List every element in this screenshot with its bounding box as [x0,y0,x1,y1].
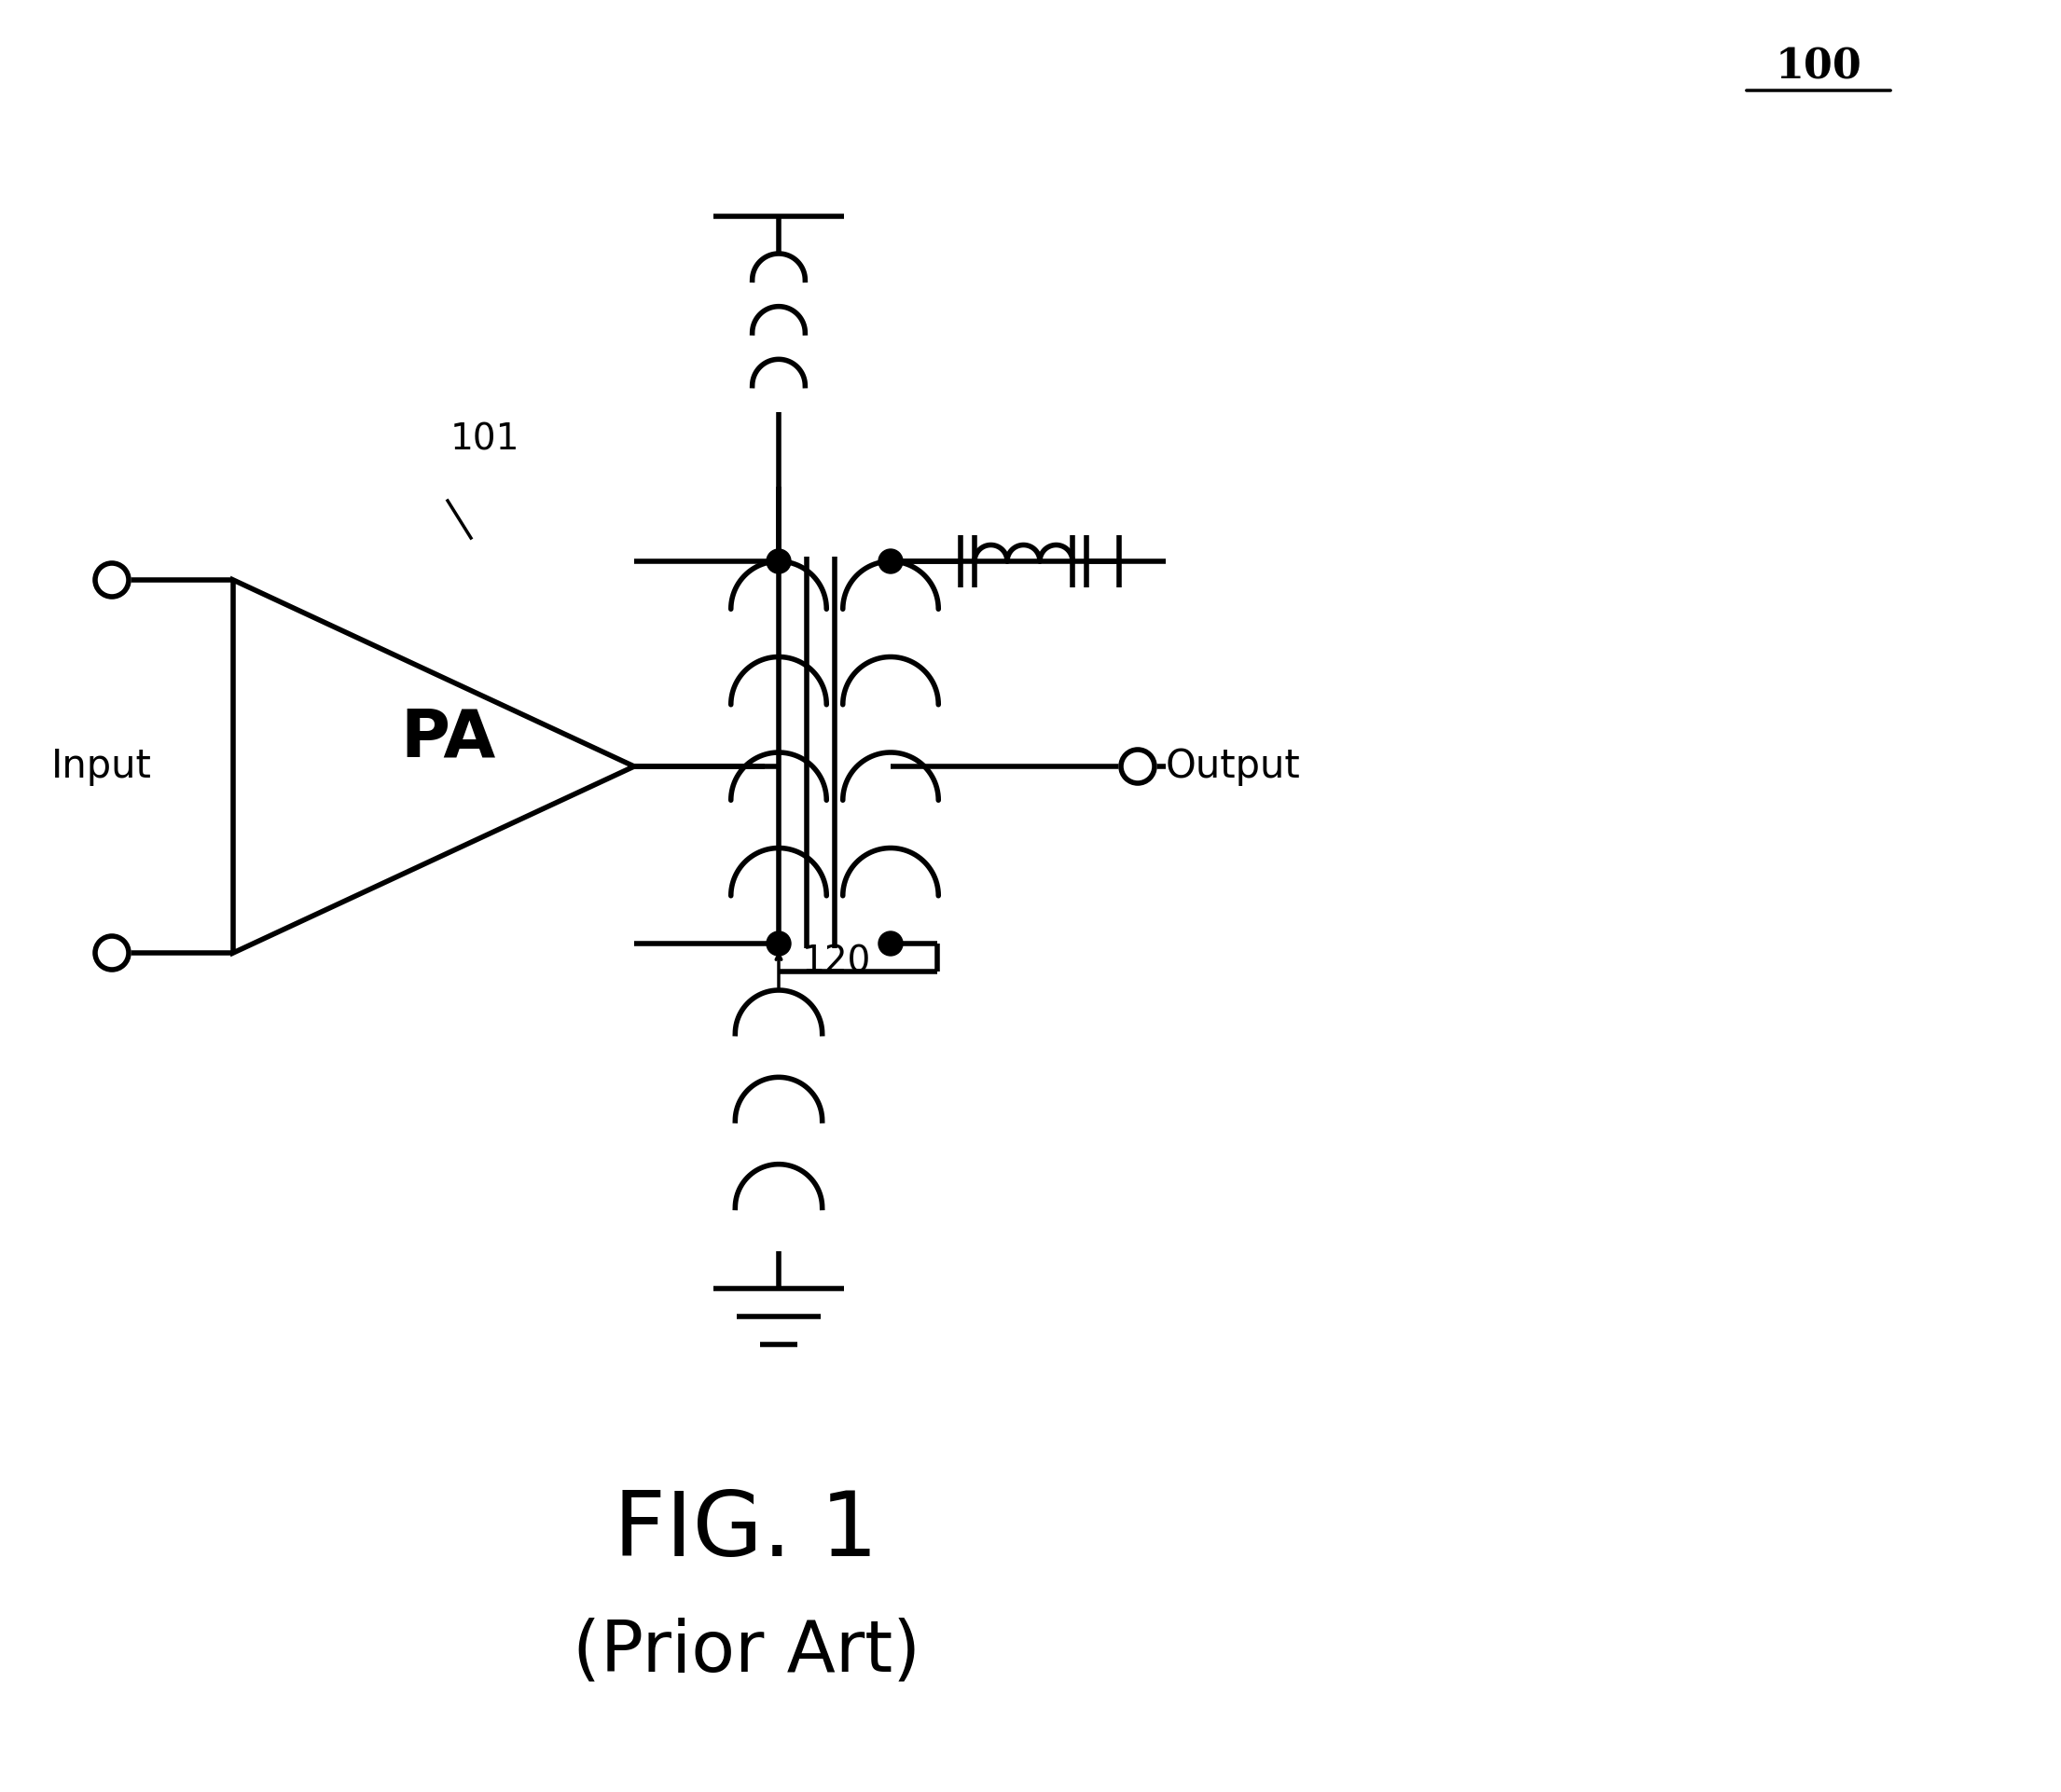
Circle shape [767,548,791,573]
Circle shape [767,932,791,955]
Circle shape [878,932,903,955]
Circle shape [878,548,903,573]
Text: 100: 100 [1775,47,1861,88]
Text: 120: 120 [802,944,872,980]
Circle shape [95,935,128,969]
Text: Output: Output [1167,747,1300,787]
Text: PA: PA [400,706,495,771]
Circle shape [1121,749,1154,783]
Text: Input: Input [52,747,153,787]
Text: (Prior Art): (Prior Art) [573,1618,919,1686]
Circle shape [95,563,128,597]
Text: FIG. 1: FIG. 1 [614,1487,878,1575]
Text: 101: 101 [449,423,519,457]
